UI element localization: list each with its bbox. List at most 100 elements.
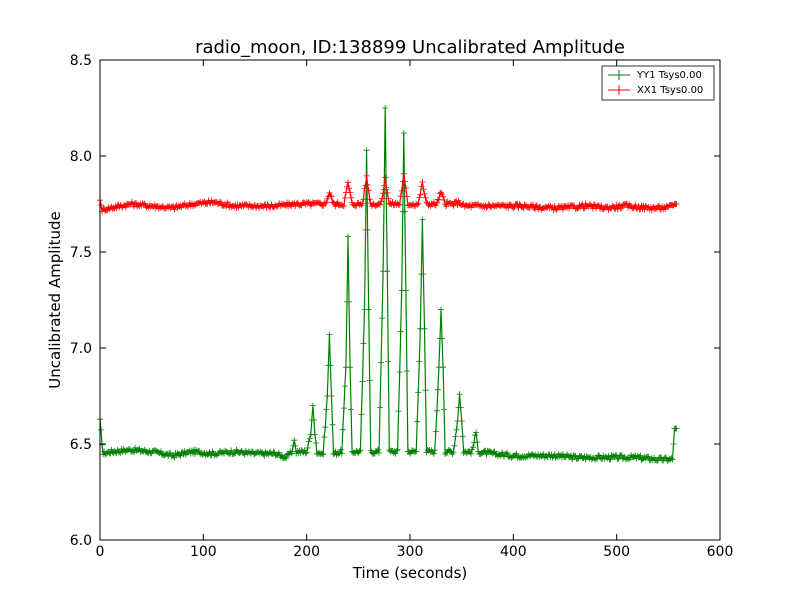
data-point — [396, 201, 403, 208]
data-point — [320, 451, 327, 458]
data-point — [473, 429, 480, 436]
data-point — [270, 449, 277, 456]
data-point — [365, 306, 372, 313]
data-point — [669, 456, 676, 463]
data-point — [422, 387, 429, 394]
data-point — [385, 195, 392, 202]
data-point — [433, 200, 440, 206]
data-point — [456, 391, 463, 398]
series-xx1-tsys0-00 — [97, 170, 680, 215]
data-point — [392, 450, 399, 457]
legend-box — [601, 65, 715, 101]
data-point — [393, 447, 400, 454]
data-point — [632, 201, 639, 208]
data-point — [378, 198, 385, 205]
data-point — [305, 438, 312, 445]
data-point — [303, 449, 310, 456]
data-point — [579, 201, 586, 208]
data-point — [302, 450, 309, 457]
data-point — [292, 203, 299, 210]
data-point — [435, 196, 442, 203]
chart-title: radio_moon, ID:138899 Uncalibrated Ampli… — [195, 37, 625, 58]
data-point — [420, 186, 427, 193]
data-point — [330, 199, 337, 206]
data-point — [451, 442, 458, 449]
data-point — [440, 193, 447, 200]
data-point — [421, 325, 428, 332]
x-tick-label: 0 — [96, 544, 105, 560]
data-point — [360, 340, 367, 347]
legend: YY1 Tsys0.00 XX1 Tsys0.00 — [601, 65, 715, 101]
y-axis-label: Uncalibrated Amplitude — [46, 211, 64, 388]
data-point — [113, 205, 120, 212]
data-point — [574, 205, 581, 212]
data-point — [323, 199, 330, 206]
data-point — [430, 450, 437, 457]
data-point — [357, 447, 364, 454]
legend-marker-yy1 — [614, 70, 624, 80]
data-point — [348, 406, 355, 413]
x-tick-label: 100 — [190, 544, 217, 560]
data-point — [377, 404, 383, 411]
data-point — [171, 206, 178, 213]
data-point — [452, 433, 459, 440]
data-point — [321, 434, 328, 440]
data-point — [366, 377, 373, 384]
data-point — [434, 386, 441, 393]
data-point — [401, 208, 408, 215]
series-layer — [97, 105, 680, 464]
data-point — [340, 405, 347, 412]
data-point — [401, 178, 408, 185]
data-point — [416, 358, 423, 365]
data-point — [395, 408, 402, 415]
data-point — [378, 359, 385, 366]
data-point — [329, 421, 336, 428]
y-tick-label: 7.5 — [70, 245, 92, 261]
data-point — [400, 170, 407, 177]
data-point — [177, 452, 184, 459]
legend-marker-xx1 — [614, 85, 624, 95]
data-point — [379, 195, 386, 202]
data-point — [438, 306, 444, 313]
data-point — [348, 194, 355, 201]
data-point — [433, 407, 440, 414]
data-point — [361, 185, 368, 192]
data-point — [510, 205, 517, 212]
data-point — [468, 450, 474, 457]
data-point — [417, 191, 424, 198]
data-point — [341, 383, 348, 390]
data-point — [419, 216, 426, 223]
x-tick-label: 400 — [500, 544, 527, 560]
data-point — [375, 446, 381, 453]
data-point — [322, 200, 329, 207]
data-point — [616, 201, 623, 208]
data-point — [648, 207, 655, 213]
data-point — [421, 190, 428, 197]
ticks-layer: 0 100 200 300 400 500 600 6.0 6.5 7.0 7.5 8.0 8.5 — [70, 53, 734, 560]
data-point — [611, 205, 618, 212]
data-point — [383, 184, 390, 191]
data-point — [385, 358, 392, 365]
data-point — [338, 450, 345, 457]
data-point — [413, 448, 420, 455]
data-point — [450, 449, 457, 456]
data-point — [587, 202, 594, 209]
data-point — [403, 193, 410, 200]
data-point — [394, 446, 401, 453]
y-tick-label: 8.5 — [70, 53, 92, 69]
data-point — [384, 268, 391, 275]
data-point — [402, 185, 409, 191]
data-point — [382, 174, 389, 181]
data-point — [407, 450, 413, 457]
data-point — [313, 440, 319, 446]
data-point — [364, 181, 371, 188]
data-point — [360, 196, 367, 203]
data-point — [345, 179, 351, 186]
y-tick-label: 6.5 — [70, 437, 92, 453]
data-point — [414, 201, 421, 208]
data-point — [662, 454, 669, 461]
data-point — [430, 199, 437, 206]
data-point — [441, 197, 448, 203]
data-point — [398, 187, 405, 194]
